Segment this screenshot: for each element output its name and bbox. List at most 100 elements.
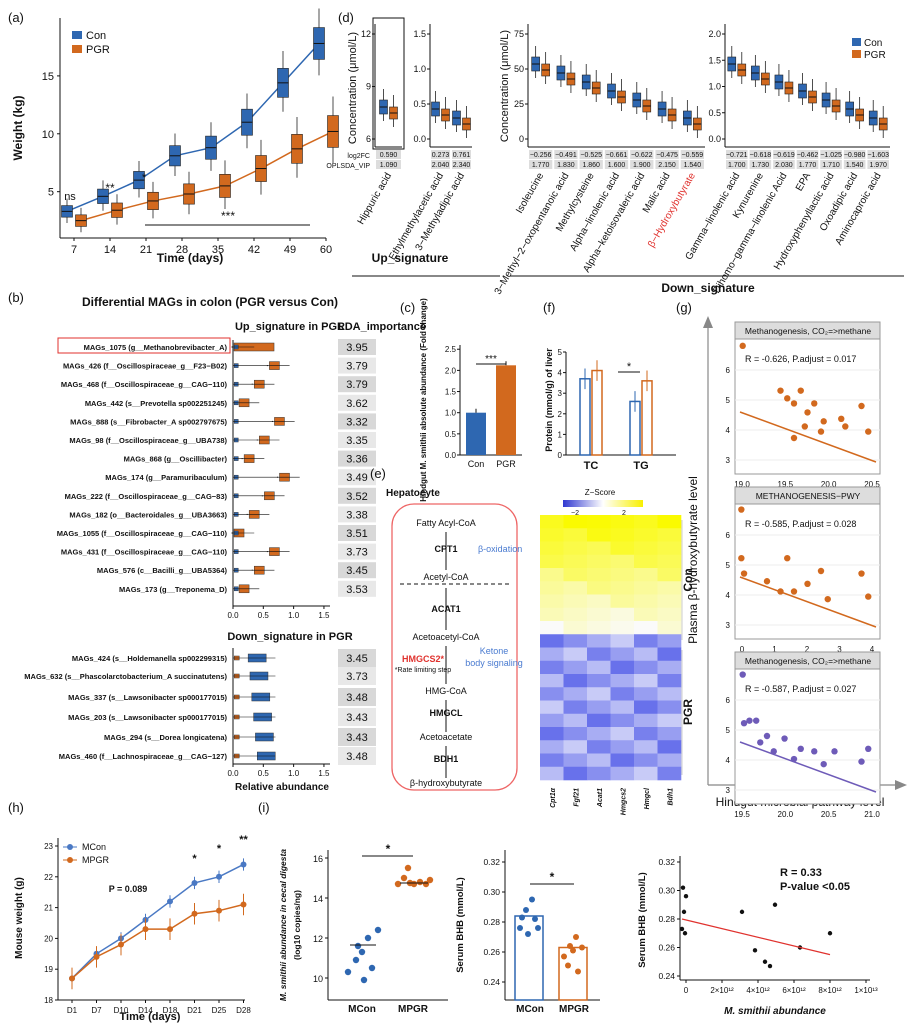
d-p4-metabolite-name: EPA (794, 171, 813, 193)
i2-point-mcon (535, 925, 541, 931)
g-p2-xtick-label: 0 (740, 645, 745, 654)
h-sig-d25: * (217, 843, 222, 855)
b-up-mag-label: MAGs_1055 (f__Oscillospiraceae_g__CAG−11… (57, 529, 228, 538)
d-p4-vip-cell (867, 160, 889, 169)
b-up-lda-value: 3.45 (346, 565, 367, 577)
c-sig: *** (485, 354, 497, 365)
i1-ytick-label: 10 (313, 974, 323, 984)
e-heatmap-cell (540, 766, 564, 781)
d-p4-vip-value: 1.730 (752, 162, 770, 169)
e-gene-label: Fgf21 (573, 788, 580, 807)
d-p4-fc-cell (726, 150, 748, 159)
h-legend-mpgr-label: MPGR (82, 855, 110, 865)
i3-point (762, 959, 768, 964)
a-xtick-label: 60 (320, 244, 332, 256)
f-ylabel: Protein (mmol/g) of liver (544, 348, 554, 452)
g-p1-stat: R = -0.626, P.adjust = 0.017 (745, 354, 856, 364)
g-p2-fit (739, 576, 877, 628)
i2-ytick-label: 0.28 (483, 917, 500, 927)
e-heatmap-cell (540, 660, 564, 675)
d-p4-fc-value: −1.025 (820, 152, 842, 159)
b-up-mag-label: MAGs_868 (g__Oscillibacter) (124, 455, 228, 464)
h-point-MCon (191, 879, 198, 886)
e-heatmap-cell (563, 674, 588, 688)
a-xtick-label: 42 (248, 244, 260, 256)
h-ytick-label: 21 (44, 904, 53, 913)
b-up-mag-label: MAGs_98 (f__Oscillospiraceae_g__UBA738) (69, 436, 227, 445)
b-down-lda-cell (338, 708, 376, 726)
d-p1-ytick-label: 6 (366, 134, 371, 144)
a-line-Con (66, 42, 320, 213)
i2-ytick-label: 0.32 (483, 857, 500, 867)
g-p2-plot-bg (734, 503, 881, 640)
h-p-value: P = 0.089 (109, 884, 148, 894)
c-ytick-label: 1.5 (445, 388, 457, 397)
e-heatmap-cell (610, 740, 635, 754)
g-p1-ytick-label: 3 (726, 456, 731, 465)
g-p2-point (763, 578, 771, 585)
d-p4-ytick-label: 1.5 (708, 55, 721, 65)
c-ytick-label: 2.5 (445, 345, 457, 354)
e-heatmap-cell (657, 700, 682, 715)
d-p3-fc-value: −0.661 (606, 152, 628, 159)
b-xtick-label: 1.5 (318, 769, 330, 778)
b-up-mag-label: MAGs_174 (g__Paramuribaculum) (105, 473, 227, 482)
b-up-lda-value: 3.32 (346, 416, 367, 428)
d-p4-vip-value: 2.030 (775, 162, 793, 169)
i3-point (827, 931, 833, 936)
e-heatmap-cell (657, 607, 682, 622)
b-up-lda-value: 3.95 (346, 342, 367, 354)
e-gene-label: Hmgcs2 (620, 788, 627, 815)
g-p3-point (757, 739, 764, 746)
g-p3-point (858, 758, 865, 765)
d-p3-fc-cell (579, 150, 603, 159)
i3-xtick-label: 8×10¹² (818, 986, 842, 995)
e-heatmap-cell (540, 594, 564, 609)
g-p2-stat: R = -0.585, P.adjust = 0.028 (745, 519, 856, 529)
d-p3-metabolite-name: β−Hydroxybutyrate (646, 171, 698, 250)
g-p3-xtick-label: 21.0 (864, 810, 880, 819)
d-p3-vip-cell (630, 160, 654, 169)
g-p3-point (746, 717, 753, 724)
c-ylabel: Hindgut M. smithii absolute abundance (F… (419, 298, 428, 502)
g-p2-ytick-label: 4 (726, 591, 731, 600)
h-ytick-label: 23 (44, 842, 53, 851)
e-heatmap-cell (610, 727, 635, 741)
i3-xtick-label: 1×10¹³ (854, 986, 878, 995)
i2-point-mpgr (565, 962, 571, 969)
i3-point (752, 948, 758, 953)
b-up-mag-label: MAGs_442 (s__Prevotella sp002251245) (85, 399, 228, 408)
i3-point (679, 926, 685, 932)
e-heatmap-cell (563, 568, 588, 582)
b-up-lda-cell (338, 376, 376, 393)
e-heatmap-cell (587, 515, 611, 529)
d-p3-fc-cell (655, 150, 679, 159)
g-p3-plot-bg (734, 668, 881, 805)
e-heatmap-cell (657, 594, 682, 609)
b-down-lda-value: 3.73 (346, 671, 367, 683)
g-p3-title: Methanogenesis, CO₂=>methane (745, 656, 871, 666)
e-signaling: body signaling (465, 658, 523, 668)
g-p2-xtick-label: 2 (805, 645, 810, 654)
b-down-lda-value: 3.48 (346, 692, 367, 704)
h-line-MCon (71, 863, 244, 979)
e-heatmap-cell (587, 554, 611, 569)
e-heatmap-cell (610, 568, 635, 582)
e-heatmap-cell (657, 727, 682, 741)
e-heatmap-cell (563, 687, 588, 701)
d-p3-fc-cell (529, 150, 553, 159)
i1-point-mpgr (422, 880, 430, 888)
b-up-lda-cell (338, 506, 376, 523)
e-heatmap-cell (610, 515, 635, 529)
d-p4-fc-value: −0.619 (773, 152, 795, 159)
h-line-MPGR (71, 903, 244, 980)
d-p3-vip-cell (529, 160, 553, 169)
i1-point-mcon (354, 942, 362, 950)
h-point-MPGR (240, 901, 247, 908)
e-group-pgr: PGR (681, 699, 695, 725)
i1-ytick-label: 16 (313, 854, 323, 864)
b-up-lda-cell (338, 339, 376, 355)
d-p2-vip-cell (431, 160, 450, 169)
f-ytick-label: 4 (558, 369, 563, 378)
i1-point-mpgr (416, 878, 424, 886)
